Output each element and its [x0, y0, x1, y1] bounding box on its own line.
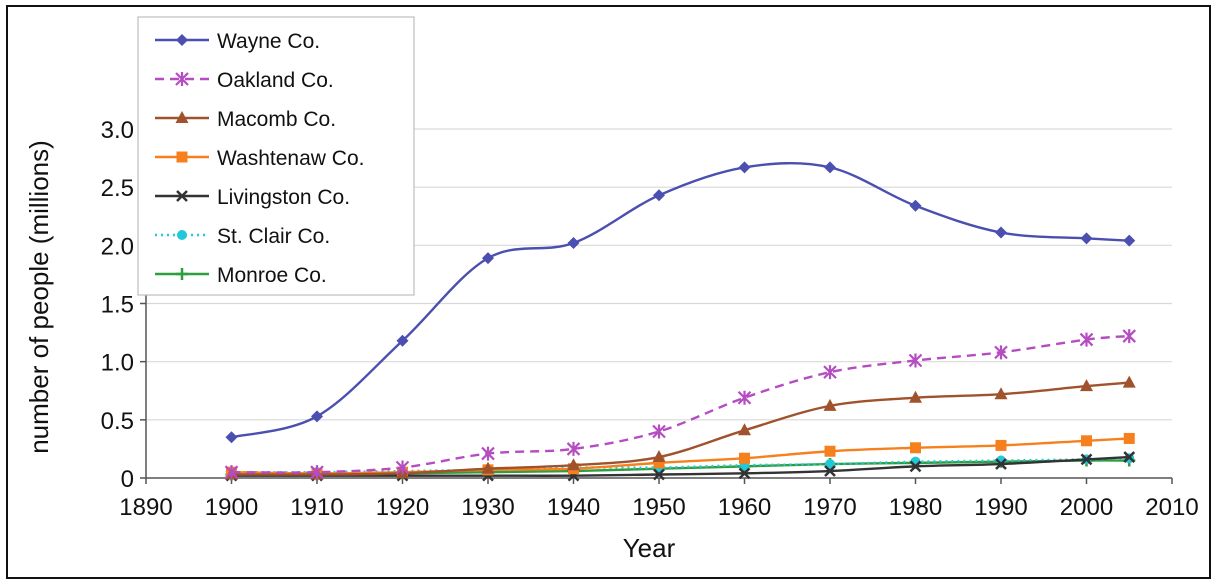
x-tick-label: 1960	[718, 494, 771, 521]
x-tick-label: 1950	[632, 494, 685, 521]
legend-swatch-marker	[176, 268, 188, 280]
data-point	[823, 365, 837, 380]
data-point	[1080, 232, 1093, 245]
data-point	[1081, 435, 1092, 447]
data-point	[909, 199, 922, 212]
legend: Wayne Co. Oakland Co. Macomb Co. Washtenaw …	[137, 16, 415, 296]
data-point	[652, 450, 666, 463]
data-point	[738, 423, 751, 436]
y-axis-title: number of people (millions)	[24, 140, 54, 454]
legend-label: Washtenaw Co.	[217, 147, 364, 170]
legend-item: Macomb Co.	[155, 108, 336, 131]
data-point	[311, 410, 323, 423]
data-point	[824, 161, 836, 174]
x-tick-label: 1900	[205, 494, 258, 521]
x-tick-label: 2010	[1145, 494, 1198, 521]
data-point	[481, 461, 495, 474]
data-point	[738, 161, 751, 174]
legend-swatch-marker	[176, 34, 188, 46]
legend-item: Washtenaw Co.	[155, 147, 364, 170]
legend-swatch-marker	[175, 72, 189, 86]
data-point	[1123, 432, 1135, 444]
legend-item: Livingston Co.	[155, 186, 350, 209]
series-wayne-co	[225, 161, 1136, 444]
legend-label: Livingston Co.	[217, 186, 350, 209]
data-point	[652, 424, 666, 439]
data-point	[995, 439, 1007, 451]
data-point	[823, 398, 837, 411]
data-point	[738, 467, 751, 480]
x-tick-label: 1970	[803, 494, 856, 521]
legend-label: Wayne Co.	[217, 30, 320, 53]
data-point	[653, 457, 665, 469]
x-tick-label: 2000	[1060, 494, 1113, 521]
data-point	[1122, 375, 1136, 388]
data-point	[909, 460, 922, 473]
data-point	[908, 353, 923, 368]
data-point	[482, 252, 494, 265]
y-tick-label: 0	[121, 466, 134, 493]
legend-swatch-marker	[176, 190, 188, 202]
x-tick-label: 1980	[889, 494, 942, 521]
x-tick-label: 1910	[290, 494, 343, 521]
legend-item: Oakland Co.	[155, 69, 334, 92]
axes: 0 0.5 1.0 1.5 2.0 2.5 3.0 1890 1900 1910 1920 1930 1…	[101, 117, 1199, 521]
data-point	[1123, 234, 1136, 247]
data-point	[653, 189, 665, 202]
data-point	[994, 387, 1008, 400]
data-point	[995, 226, 1007, 239]
y-tick-label: 2.5	[101, 175, 134, 202]
y-tick-label: 1.0	[101, 350, 134, 377]
data-point	[1080, 453, 1093, 466]
y-tick-label: 2.0	[101, 233, 134, 260]
legend-swatch-marker	[177, 230, 187, 240]
data-point	[995, 458, 1007, 470]
data-point	[1123, 451, 1136, 463]
data-point	[910, 442, 921, 454]
x-tick-label: 1990	[974, 494, 1027, 521]
data-point	[824, 465, 836, 477]
data-point	[567, 458, 580, 471]
series-oakland-co	[224, 329, 1137, 480]
data-point	[1079, 332, 1094, 347]
x-tick-label: 1940	[547, 494, 600, 521]
data-point	[395, 460, 410, 475]
data-point	[737, 390, 752, 405]
x-tick-label: 1920	[376, 494, 429, 521]
data-point	[653, 468, 665, 481]
legend-label: Oakland Co.	[217, 69, 334, 92]
legend-item: Monroe Co.	[155, 264, 327, 287]
data-point	[824, 445, 836, 457]
data-point	[739, 452, 750, 464]
series-livingston-co	[225, 451, 1136, 482]
y-tick-label: 0.5	[101, 408, 134, 435]
data-point	[825, 459, 835, 470]
data-point	[567, 237, 580, 250]
legend-label: St. Clair Co.	[217, 225, 330, 248]
legend-item: Wayne Co.	[155, 30, 320, 53]
x-tick-label: 1930	[461, 494, 514, 521]
x-axis-title: Year	[623, 533, 676, 563]
x-tick-label: 1890	[119, 494, 172, 521]
legend-label: Monroe Co.	[217, 264, 327, 287]
legend-item: St. Clair Co.	[155, 225, 330, 248]
series-lines	[224, 161, 1137, 482]
data-point	[566, 441, 581, 456]
data-point	[1122, 329, 1137, 344]
series-washtenaw-co	[226, 432, 1135, 479]
y-tick-label: 1.5	[101, 292, 134, 319]
data-point	[994, 345, 1008, 360]
data-point	[224, 465, 239, 480]
y-tick-label: 3.0	[101, 117, 134, 144]
data-point	[909, 390, 922, 403]
data-point	[481, 446, 495, 461]
legend-swatch-marker	[176, 151, 188, 163]
legend-label: Macomb Co.	[217, 108, 336, 131]
data-point	[225, 431, 238, 444]
data-point	[310, 465, 324, 480]
data-point	[396, 334, 409, 347]
data-point	[1080, 379, 1093, 392]
legend-swatch-marker	[175, 111, 189, 123]
